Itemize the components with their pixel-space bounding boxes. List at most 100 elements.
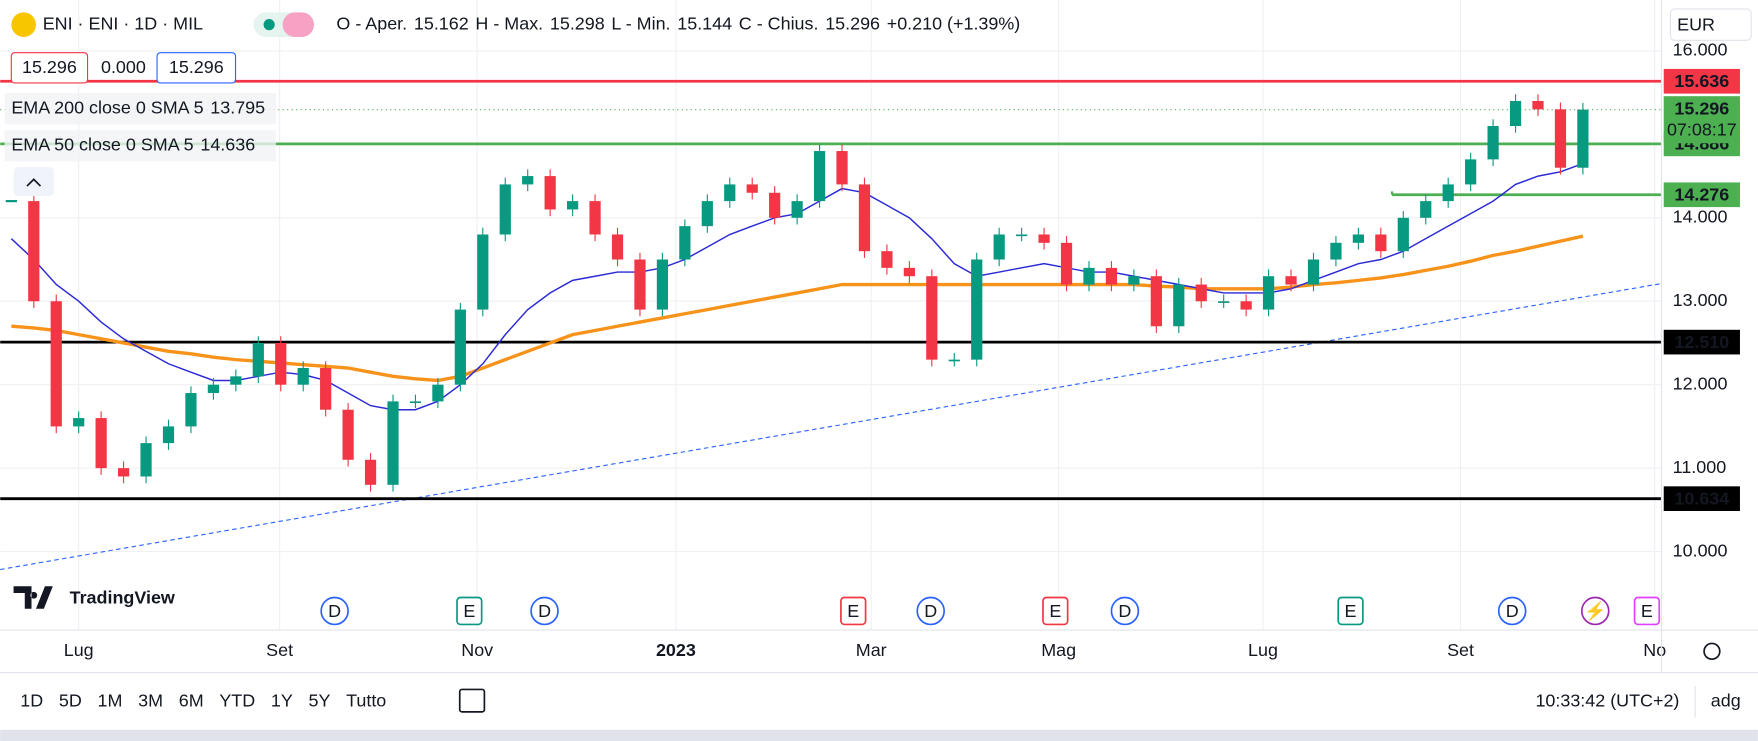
currency: EUR — [1677, 15, 1715, 35]
candle — [544, 176, 556, 210]
symbol: ENI · ENI · 1D · MIL — [43, 13, 203, 33]
event-label: E — [1345, 601, 1357, 621]
candle — [701, 201, 713, 227]
candle — [1397, 217, 1409, 252]
range-button[interactable]: Tutto — [346, 690, 386, 710]
candle — [454, 309, 466, 385]
candle — [1038, 234, 1050, 243]
x-tick-label: Mar — [856, 640, 887, 660]
candle — [611, 234, 624, 260]
candle — [1128, 276, 1140, 285]
candle — [993, 234, 1005, 260]
event-label: D — [328, 601, 341, 621]
candle — [1083, 267, 1095, 285]
range-button[interactable]: 3M — [138, 690, 163, 710]
range-button[interactable]: 1Y — [271, 690, 293, 710]
candle — [252, 342, 264, 377]
candle — [1442, 184, 1454, 202]
candle — [185, 393, 197, 427]
event-label: E — [1049, 601, 1061, 621]
candle — [230, 376, 242, 385]
y-tick-label: 12.000 — [1673, 373, 1728, 393]
candle — [1173, 284, 1185, 327]
ohlc-low: 15.144 — [677, 13, 732, 33]
level-price-label: 14.276 — [1674, 185, 1729, 205]
trend-line — [0, 282, 1662, 571]
candle — [1487, 126, 1499, 160]
range-button[interactable]: 1M — [98, 690, 123, 710]
event-label: D — [924, 601, 937, 621]
range-button[interactable]: 5D — [59, 690, 82, 710]
bid: 15.296 — [22, 57, 77, 77]
x-tick-label: Set — [1447, 640, 1474, 660]
candle — [791, 201, 803, 218]
plot-area — [0, 0, 1662, 631]
ohlc-change: +0.210 (+1.39%) — [887, 13, 1021, 33]
range-button[interactable]: YTD — [219, 690, 255, 710]
bottom-bar — [0, 729, 1758, 741]
symbol-logo — [11, 12, 36, 37]
candle — [1262, 276, 1275, 310]
ema-line — [11, 234, 1584, 383]
event-marker — [840, 596, 867, 626]
candle — [948, 359, 960, 362]
event-marker — [456, 596, 483, 626]
level-price-box — [1663, 329, 1740, 355]
candle — [813, 151, 826, 202]
settings-icon[interactable] — [1703, 642, 1721, 661]
candle — [656, 259, 669, 310]
candle — [1060, 242, 1073, 285]
calendar-icon[interactable] — [458, 688, 486, 713]
event-label: D — [1506, 601, 1519, 621]
range-button[interactable]: 1D — [20, 690, 43, 710]
candle — [679, 226, 691, 260]
candle — [140, 443, 152, 477]
x-tick-label: Set — [266, 640, 293, 660]
candle — [836, 151, 848, 185]
event-marker — [916, 596, 945, 626]
event-marker — [530, 596, 559, 626]
last-price-box — [1663, 96, 1740, 144]
indicator-legend-bg — [4, 130, 276, 162]
adjust-button[interactable]: adg — [1711, 690, 1741, 710]
candle — [522, 176, 534, 185]
collapse-icon — [26, 178, 42, 187]
toggle-dot — [263, 19, 275, 31]
event-marker — [1110, 596, 1140, 626]
candle — [162, 426, 175, 444]
candle — [634, 259, 646, 310]
indicator-name: EMA 200 close 0 SMA 5 — [11, 97, 203, 117]
indicator-legend-bg — [4, 93, 276, 125]
candle — [1307, 259, 1320, 285]
collapse-button[interactable] — [13, 167, 54, 197]
candle — [1150, 276, 1162, 327]
range-button[interactable]: 6M — [179, 690, 204, 710]
candle — [5, 199, 17, 203]
ohlc-close: 15.296 — [825, 13, 880, 33]
logo-text: TradingView — [70, 587, 175, 607]
candle — [1465, 159, 1477, 185]
candle — [971, 259, 983, 360]
event-marker — [1580, 596, 1610, 626]
indicator-value: 13.795 — [210, 97, 265, 117]
candle — [117, 468, 130, 477]
candle — [589, 201, 601, 235]
level-price-label: 12.510 — [1674, 332, 1729, 352]
event-marker — [1497, 596, 1527, 626]
level-price-label: 15.636 — [1674, 71, 1729, 91]
y-tick-label: 13.000 — [1673, 290, 1728, 310]
range-button[interactable]: 5Y — [308, 690, 330, 710]
candle — [1105, 267, 1118, 285]
candle — [1218, 301, 1230, 303]
bid-box — [10, 52, 89, 84]
level-price-label: 10.634 — [1674, 489, 1729, 509]
ohlc-low-label: L - Min. — [611, 13, 670, 33]
level-price-box — [1663, 486, 1740, 512]
candle — [1577, 109, 1589, 168]
last-price-label: 15.296 — [1674, 98, 1729, 118]
level-price-box — [1663, 68, 1740, 94]
candle — [320, 367, 332, 410]
event-marker — [320, 596, 349, 626]
currency-box[interactable] — [1669, 8, 1752, 41]
